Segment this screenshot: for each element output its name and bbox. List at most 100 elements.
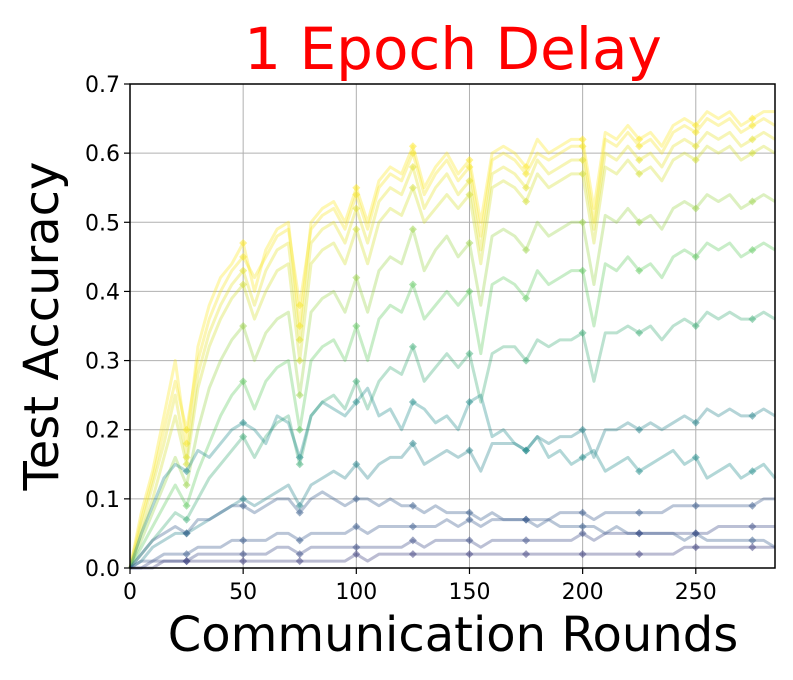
series-marker bbox=[748, 315, 757, 324]
series-marker bbox=[465, 349, 474, 358]
series-marker bbox=[635, 156, 644, 165]
series-marker bbox=[691, 204, 700, 213]
y-tick-label: 0.7 bbox=[85, 73, 120, 98]
x-tick-label: 50 bbox=[229, 580, 257, 605]
series-marker bbox=[408, 550, 417, 559]
series-marker bbox=[408, 280, 417, 289]
series-marker bbox=[465, 398, 474, 407]
series-marker bbox=[465, 176, 474, 185]
chart-title: 1 Epoch Delay bbox=[244, 15, 662, 83]
series-marker bbox=[522, 294, 531, 303]
series-marker bbox=[691, 418, 700, 427]
series-marker bbox=[635, 508, 644, 517]
series-marker bbox=[578, 529, 587, 538]
plot-frame bbox=[129, 83, 776, 569]
series-marker bbox=[239, 280, 248, 289]
series-marker bbox=[635, 135, 644, 144]
series-marker bbox=[239, 252, 248, 261]
series-marker bbox=[295, 391, 304, 400]
series-line-8 bbox=[129, 407, 776, 570]
x-tick-label: 200 bbox=[562, 580, 604, 605]
series-marker bbox=[578, 218, 587, 227]
series-marker bbox=[182, 439, 191, 448]
series-marker bbox=[635, 467, 644, 476]
series-line-3 bbox=[128, 130, 776, 569]
series-marker bbox=[295, 508, 304, 517]
series-marker bbox=[635, 529, 644, 538]
series-marker bbox=[635, 328, 644, 337]
y-axis-label: Test Accuracy bbox=[14, 162, 70, 492]
series-marker bbox=[239, 557, 248, 566]
y-tick-label: 0.3 bbox=[85, 350, 120, 375]
series-marker bbox=[748, 149, 757, 158]
series-marker bbox=[408, 149, 417, 158]
series-marker bbox=[295, 501, 304, 510]
series-marker bbox=[352, 460, 361, 469]
series-marker bbox=[352, 190, 361, 199]
series-marker bbox=[691, 128, 700, 137]
series-marker bbox=[522, 536, 531, 545]
series-marker bbox=[748, 536, 757, 545]
x-axis-ticks: 0 50 100 150 200 250 bbox=[123, 568, 717, 605]
series-marker bbox=[352, 377, 361, 386]
series-marker bbox=[239, 501, 248, 510]
series-marker bbox=[352, 204, 361, 213]
series-marker bbox=[295, 453, 304, 462]
series-marker bbox=[408, 183, 417, 192]
x-tick-label: 150 bbox=[448, 580, 490, 605]
series-marker bbox=[635, 218, 644, 227]
series-marker bbox=[748, 411, 757, 420]
series-marker bbox=[352, 322, 361, 330]
x-tick-label: 100 bbox=[335, 580, 377, 605]
series-marker bbox=[522, 515, 531, 524]
series-marker bbox=[408, 342, 417, 351]
series-marker bbox=[578, 156, 587, 165]
series-marker bbox=[182, 425, 191, 434]
series-marker bbox=[522, 169, 531, 178]
series-line-4 bbox=[128, 144, 776, 569]
series-marker bbox=[182, 550, 191, 559]
series-marker bbox=[295, 550, 304, 559]
series-marker bbox=[465, 515, 474, 524]
y-tick-label: 0.4 bbox=[85, 280, 120, 305]
series-marker bbox=[635, 142, 644, 151]
y-tick-label: 0.6 bbox=[85, 142, 120, 167]
series-marker bbox=[522, 550, 531, 559]
series-marker bbox=[239, 550, 248, 559]
series-marker bbox=[239, 266, 248, 275]
series-marker bbox=[295, 335, 304, 344]
series-marker bbox=[748, 135, 757, 144]
series-marker bbox=[408, 398, 417, 407]
series-marker bbox=[239, 322, 248, 330]
series-marker bbox=[182, 557, 191, 566]
series-line-6 bbox=[128, 241, 776, 569]
y-axis-ticks: 0.0 0.1 0.2 0.3 0.4 0.5 0.6 0.7 bbox=[85, 73, 130, 582]
series-marker bbox=[748, 245, 757, 254]
series-marker bbox=[239, 432, 248, 441]
series-marker bbox=[522, 162, 531, 171]
series-marker bbox=[239, 536, 248, 545]
series-marker bbox=[748, 197, 757, 206]
series-marker bbox=[465, 536, 474, 545]
series-marker bbox=[465, 190, 474, 199]
series-marker bbox=[295, 425, 304, 434]
series-marker bbox=[465, 156, 474, 165]
series-lines bbox=[128, 110, 777, 570]
series-marker bbox=[465, 287, 474, 296]
series-marker bbox=[182, 467, 191, 476]
series-marker bbox=[691, 322, 700, 330]
series-marker bbox=[352, 398, 361, 407]
series-marker bbox=[352, 543, 361, 552]
series-marker bbox=[748, 501, 757, 510]
series-marker bbox=[578, 328, 587, 337]
series-marker bbox=[239, 494, 248, 503]
series-line-2 bbox=[128, 117, 776, 569]
x-axis-label: Communication Rounds bbox=[168, 607, 738, 663]
series-marker bbox=[578, 508, 587, 517]
series-marker bbox=[239, 418, 248, 427]
series-marker bbox=[408, 225, 417, 234]
series-marker bbox=[465, 162, 474, 171]
series-marker bbox=[691, 156, 700, 165]
